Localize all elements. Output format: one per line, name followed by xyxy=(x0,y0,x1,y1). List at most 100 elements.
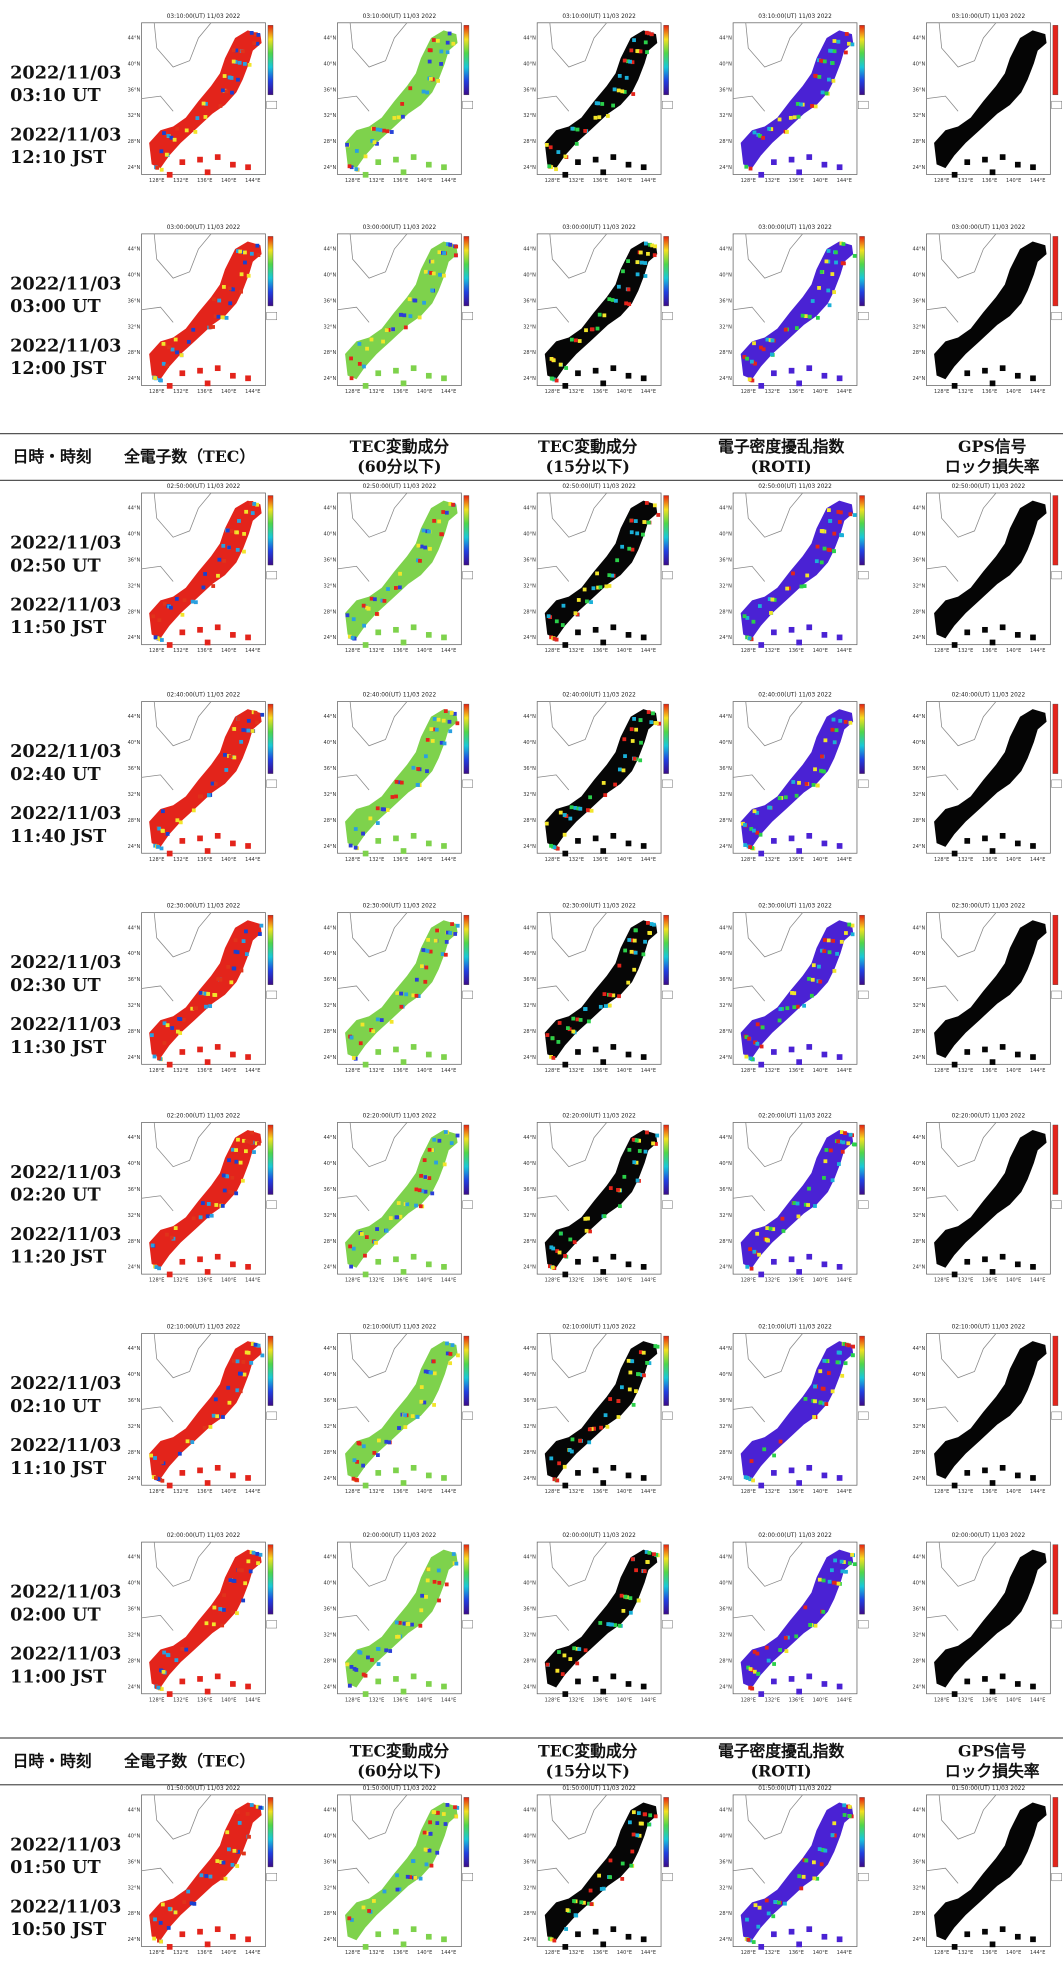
lon-label: 128°E xyxy=(934,389,949,395)
data-speckle xyxy=(649,32,654,37)
map-title: 02:50:00(UT) 11/03 2022 xyxy=(952,484,1026,490)
island-data xyxy=(951,850,958,857)
data-speckle xyxy=(767,126,772,131)
data-speckle xyxy=(231,59,236,64)
island-data xyxy=(245,1936,251,1943)
data-speckle xyxy=(249,1140,254,1145)
lon-label: 144°E xyxy=(837,857,852,863)
data-speckle xyxy=(419,544,424,549)
data-speckle xyxy=(552,845,557,850)
data-speckle xyxy=(357,1441,362,1446)
lat-label: 40°N xyxy=(128,740,141,746)
lat-label: 36°N xyxy=(719,298,732,304)
data-speckle xyxy=(396,1201,401,1205)
data-speckle xyxy=(232,966,237,971)
data-speckle xyxy=(635,531,640,536)
island-data xyxy=(230,1681,236,1687)
island-data xyxy=(214,365,221,372)
data-speckle xyxy=(192,1006,197,1011)
data-speckle xyxy=(570,1437,575,1442)
date-time: 2022/11/03 xyxy=(10,1644,121,1665)
data-speckle xyxy=(348,843,353,848)
data-speckle xyxy=(391,327,395,332)
lat-label: 24°N xyxy=(128,1055,141,1061)
lat-label: 24°N xyxy=(523,844,536,850)
island-data xyxy=(245,375,251,382)
data-speckle xyxy=(766,1658,771,1663)
data-speckle xyxy=(428,1831,433,1836)
data-speckle xyxy=(184,1647,189,1652)
data-speckle xyxy=(175,818,180,823)
island-data xyxy=(1030,1054,1036,1060)
lon-label: 140°E xyxy=(221,648,236,654)
lon-label: 140°E xyxy=(1006,178,1021,184)
lat-label: 24°N xyxy=(912,376,925,382)
lon-label: 128°E xyxy=(149,1950,164,1956)
lon-label: 140°E xyxy=(221,1697,236,1703)
lat-label: 24°N xyxy=(323,1265,336,1271)
lon-label: 132°E xyxy=(173,178,188,184)
data-speckle xyxy=(827,1579,832,1584)
data-speckle xyxy=(819,1862,824,1867)
data-speckle xyxy=(638,1350,643,1355)
coastline xyxy=(733,492,803,582)
island-data xyxy=(758,1691,765,1697)
data-speckle xyxy=(627,1387,632,1392)
lat-label: 36°N xyxy=(912,1398,925,1404)
data-speckle xyxy=(241,939,246,943)
lon-label: 144°E xyxy=(1030,1278,1045,1284)
data-speckle xyxy=(208,1425,213,1429)
data-speckle xyxy=(638,758,643,763)
data-speckle xyxy=(208,1004,213,1009)
data-speckle xyxy=(402,313,407,318)
data-speckle xyxy=(817,286,821,290)
data-speckle xyxy=(647,1550,652,1555)
lon-label: 140°E xyxy=(221,1068,236,1074)
island-data xyxy=(625,1051,632,1058)
lat-label: 40°N xyxy=(912,61,925,67)
data-speckle xyxy=(423,1175,428,1179)
island-data xyxy=(592,367,599,374)
data-speckle xyxy=(453,1805,457,1810)
data-speckle xyxy=(649,720,654,725)
lat-label: 36°N xyxy=(719,766,732,772)
island-data xyxy=(425,840,432,847)
lat-label: 28°N xyxy=(912,818,925,824)
land-data xyxy=(345,241,458,380)
island-data xyxy=(836,843,843,849)
lat-label: 32°N xyxy=(523,792,536,798)
data-speckle xyxy=(169,135,174,140)
lat-label: 44°N xyxy=(128,714,141,720)
lat-label: 36°N xyxy=(323,557,336,563)
map-title: 03:00:00(UT) 11/03 2022 xyxy=(758,225,832,231)
data-speckle xyxy=(804,782,809,786)
lon-label: 140°E xyxy=(1006,1068,1021,1074)
data-speckle xyxy=(242,532,246,536)
data-speckle xyxy=(206,992,211,996)
data-speckle xyxy=(836,1162,841,1166)
island-data xyxy=(245,843,251,849)
data-speckle xyxy=(638,250,643,255)
data-speckle xyxy=(620,1877,625,1881)
data-speckle xyxy=(450,1343,455,1347)
lat-label: 40°N xyxy=(912,951,925,957)
lon-label: 144°E xyxy=(1030,1489,1045,1495)
data-speckle xyxy=(546,614,551,619)
lat-label: 28°N xyxy=(912,139,925,145)
lat-label: 32°N xyxy=(323,1885,336,1891)
data-speckle xyxy=(223,1876,228,1881)
data-speckle xyxy=(252,1150,256,1154)
island-data xyxy=(836,1475,843,1481)
lon-label: 132°E xyxy=(369,1697,384,1703)
map-image: 02:00:00(UT) 11/03 202244°N40°N36°N32°N2… xyxy=(523,1533,673,1703)
data-speckle xyxy=(549,165,554,170)
data-speckle xyxy=(421,89,426,94)
lon-label: 136°E xyxy=(393,1950,408,1956)
data-speckle xyxy=(152,1936,157,1941)
data-speckle xyxy=(255,1551,260,1556)
data-speckle xyxy=(632,756,637,761)
island-data xyxy=(1014,1051,1021,1058)
data-speckle xyxy=(840,1569,845,1574)
data-speckle xyxy=(846,1141,851,1146)
lat-label: 36°N xyxy=(912,87,925,93)
